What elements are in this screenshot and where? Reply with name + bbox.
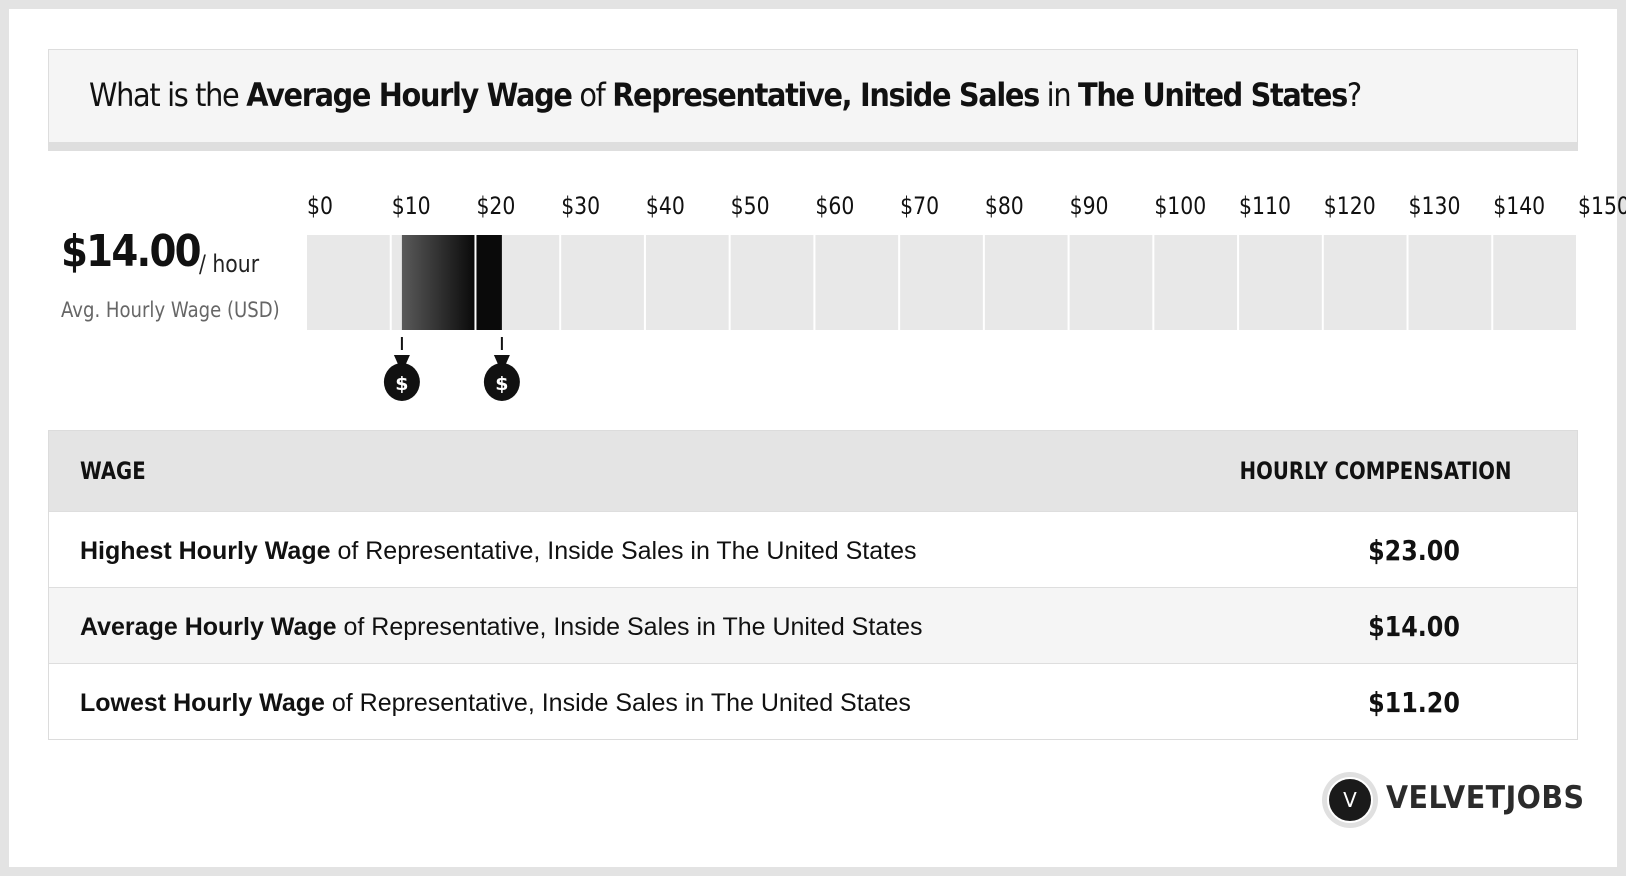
- table-row-average: Average Hourly Wage of Representative, I…: [49, 587, 1577, 663]
- row-label: Highest Hourly Wage of Representative, I…: [80, 537, 917, 566]
- row-value: $14.00: [1368, 610, 1460, 643]
- title-part-bold: The United States: [1078, 76, 1348, 114]
- bin-cell: [900, 235, 983, 330]
- row-label-bold: Average Hourly Wage: [80, 613, 337, 641]
- table-row-lowest: Lowest Hourly Wage of Representative, In…: [49, 663, 1577, 739]
- title-part: in: [1038, 76, 1079, 114]
- money-bag-neck: [393, 355, 410, 364]
- tick-label: $50: [731, 192, 770, 220]
- row-value: $11.20: [1368, 686, 1460, 719]
- header-wage: WAGE: [80, 457, 146, 485]
- bin-cell: [1239, 235, 1322, 330]
- row-label: Lowest Hourly Wage of Representative, In…: [80, 689, 911, 718]
- bin-cell: [1408, 235, 1492, 330]
- table-header: WAGE HOURLY COMPENSATION: [49, 431, 1577, 511]
- row-label-bold: Highest Hourly Wage: [80, 537, 331, 565]
- title-box: What is the Average Hourly Wage of Repre…: [48, 49, 1578, 151]
- range-bar-segment: [401, 235, 475, 330]
- tick-label: $40: [646, 192, 685, 220]
- bin-cell: [730, 235, 814, 330]
- money-bag-body: [383, 363, 420, 401]
- tick-label: $140: [1493, 192, 1545, 220]
- tick-label: $20: [476, 192, 515, 220]
- row-label-bold: Lowest Hourly Wage: [80, 689, 325, 717]
- logo-circle: V: [1322, 772, 1378, 828]
- row-value: $23.00: [1368, 534, 1460, 567]
- dollar-sign: $: [495, 373, 508, 395]
- average-wage-value: $14.00: [61, 226, 202, 277]
- tick-label: $100: [1154, 192, 1206, 220]
- wage-range-chart: $0 $10 $20 $30 $40 $50 $60 $70 $80 $90 $100 $110 $12…: [307, 192, 1626, 401]
- money-bag-body: [483, 363, 520, 401]
- title-part: of: [571, 76, 613, 114]
- title-part-bold: Average Hourly Wage: [246, 76, 573, 114]
- bin-cell: [307, 235, 390, 330]
- wage-table: WAGE HOURLY COMPENSATION Highest Hourly …: [48, 430, 1578, 740]
- average-wage-caption: Avg. Hourly Wage (USD): [61, 298, 280, 322]
- bin-cell: [1323, 235, 1407, 330]
- tick-label: $80: [985, 192, 1024, 220]
- tick-label: $130: [1409, 192, 1461, 220]
- row-label: Average Hourly Wage of Representative, I…: [80, 613, 923, 642]
- tick-label: $60: [815, 192, 854, 220]
- money-bag-icon: $: [483, 337, 520, 401]
- title-part-bold: Representative, Inside Sales: [612, 76, 1040, 114]
- average-wage-unit: / hour: [199, 250, 260, 278]
- bin-cell: [815, 235, 899, 330]
- table-row-highest: Highest Hourly Wage of Representative, I…: [49, 511, 1577, 587]
- page-title: What is the Average Hourly Wage of Repre…: [89, 76, 1362, 114]
- bin-cell: [645, 235, 729, 330]
- tick-label: $110: [1239, 192, 1291, 220]
- tick-label: $70: [900, 192, 939, 220]
- average-wage-block: $14.00 / hour Avg. Hourly Wage (USD): [61, 226, 280, 322]
- tick-label: $10: [392, 192, 431, 220]
- bin-cell: [984, 235, 1068, 330]
- row-label-rest: of Representative, Inside Sales in The U…: [336, 613, 923, 641]
- bin-cell: [1069, 235, 1153, 330]
- bin-cell: [1493, 235, 1576, 330]
- money-bag-icon: $: [383, 337, 420, 401]
- tick-label: $150+: [1578, 192, 1626, 220]
- bin-cell: [561, 235, 644, 330]
- row-label-rest: of Representative, Inside Sales in The U…: [330, 537, 917, 565]
- tick-label: $90: [1070, 192, 1109, 220]
- title-part: ?: [1346, 76, 1362, 114]
- bin-cell: [1154, 235, 1238, 330]
- header-hourly-compensation: HOURLY COMPENSATION: [1239, 457, 1511, 485]
- logo-text: VELVETJOBS: [1386, 780, 1585, 816]
- row-label-rest: of Representative, Inside Sales in The U…: [324, 689, 911, 717]
- logo-letter: V: [1327, 777, 1373, 823]
- tick-label: $0: [307, 192, 333, 220]
- range-bar-segment: [476, 235, 502, 330]
- tick-label: $30: [561, 192, 600, 220]
- tick-label: $120: [1324, 192, 1376, 220]
- money-bag-neck: [493, 355, 510, 364]
- title-part: What is the: [89, 76, 247, 114]
- dollar-sign: $: [395, 373, 408, 395]
